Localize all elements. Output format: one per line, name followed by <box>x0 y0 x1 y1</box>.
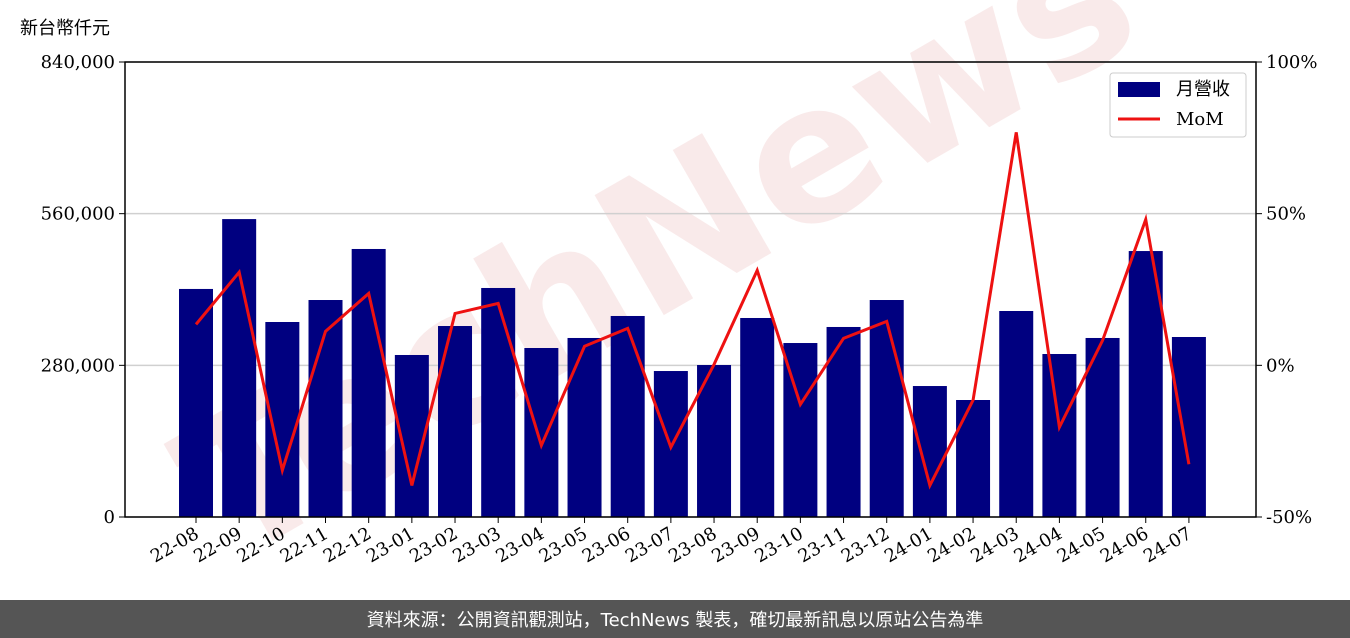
legend-label: 月營收 <box>1176 79 1230 100</box>
footer-bar <box>0 600 1350 638</box>
x-tick-label: 23-06 <box>579 523 634 567</box>
x-tick-label: 23-12 <box>838 523 893 567</box>
x-tick-label: 24-02 <box>924 523 979 567</box>
x-tick-label: 23-04 <box>492 523 547 567</box>
bar <box>826 326 861 517</box>
y-tick-label: 280,000 <box>41 355 115 376</box>
bar <box>351 248 386 517</box>
bar <box>438 326 473 517</box>
y2-tick-label: 0% <box>1266 355 1295 376</box>
plot-frame <box>124 61 1257 518</box>
x-tick-label: 23-07 <box>622 523 677 567</box>
bar <box>567 337 602 517</box>
x-tick-label: 23-09 <box>708 523 763 567</box>
x-tick-label: 24-07 <box>1140 523 1195 567</box>
bar <box>697 365 732 517</box>
bar <box>610 315 645 517</box>
bar <box>1085 337 1120 517</box>
y2-tick-label: 100% <box>1266 52 1317 73</box>
x-tick-label: 23-11 <box>795 523 850 567</box>
bar <box>524 348 559 517</box>
x-tick-label: 23-08 <box>665 523 720 567</box>
bar <box>1042 354 1077 517</box>
x-tick-label: 23-03 <box>449 523 504 567</box>
bar <box>869 300 904 517</box>
bar <box>740 317 775 517</box>
x-tick-label: 24-04 <box>1010 523 1065 567</box>
bar <box>912 386 947 517</box>
bar <box>179 288 213 517</box>
bar <box>1171 337 1206 517</box>
x-tick-label: 24-05 <box>1054 523 1109 567</box>
line <box>194 132 1191 490</box>
x-tick-label: 24-06 <box>1097 523 1152 567</box>
y2-tick-label: -50% <box>1266 507 1312 528</box>
y-tick-label: 840,000 <box>41 52 115 73</box>
bar <box>999 311 1034 517</box>
x-tick-label: 22-08 <box>147 523 202 567</box>
legend: 月營收 MoM <box>1109 72 1247 138</box>
x-tick-label: 23-05 <box>536 523 591 567</box>
bar <box>481 287 516 517</box>
footer-text: 資料來源：公開資訊觀測站，TechNews 製表，確切最新訊息以原站公告為準 <box>367 610 984 631</box>
x-tick-label: 23-02 <box>406 523 461 567</box>
bar <box>222 219 257 518</box>
x-tick-label: 23-10 <box>751 523 806 567</box>
bar <box>956 400 991 517</box>
legend-swatch <box>1118 82 1160 97</box>
y-tick-label: 0 <box>104 507 115 528</box>
x-tick-label: 24-01 <box>881 523 936 567</box>
y-tick-label: 560,000 <box>41 204 115 225</box>
y-axis-unit: 新台幣仟元 <box>20 18 110 39</box>
bar <box>1128 251 1163 517</box>
y2-tick-label: 50% <box>1266 204 1306 225</box>
x-tick-label: 24-03 <box>967 523 1022 567</box>
legend-label: MoM <box>1176 109 1224 130</box>
